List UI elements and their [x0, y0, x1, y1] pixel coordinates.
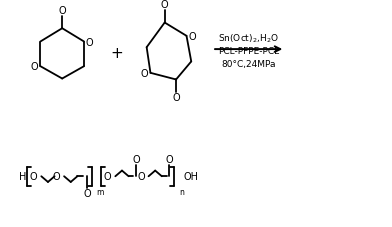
Text: PCL-PFPE-PCL: PCL-PFPE-PCL — [218, 47, 279, 56]
Text: n: n — [179, 187, 184, 196]
Text: O: O — [189, 32, 196, 42]
Text: O: O — [172, 93, 180, 103]
Text: O: O — [58, 6, 66, 16]
Text: O: O — [86, 37, 94, 47]
Text: O: O — [53, 172, 60, 181]
Text: O: O — [83, 188, 91, 198]
Text: O: O — [141, 69, 149, 79]
Text: O: O — [137, 172, 145, 181]
Text: m: m — [96, 187, 104, 196]
Text: OH: OH — [184, 172, 199, 181]
Text: O: O — [104, 172, 112, 181]
Text: 80°C,24MPa: 80°C,24MPa — [221, 59, 276, 69]
Text: O: O — [161, 0, 169, 10]
Text: O: O — [30, 172, 38, 181]
Text: Sn(Oct)$_2$,H$_2$O: Sn(Oct)$_2$,H$_2$O — [218, 32, 279, 45]
Text: H: H — [20, 172, 27, 181]
Text: O: O — [31, 62, 38, 72]
Text: O: O — [132, 155, 140, 164]
Text: O: O — [165, 155, 173, 164]
Text: +: + — [111, 46, 123, 61]
